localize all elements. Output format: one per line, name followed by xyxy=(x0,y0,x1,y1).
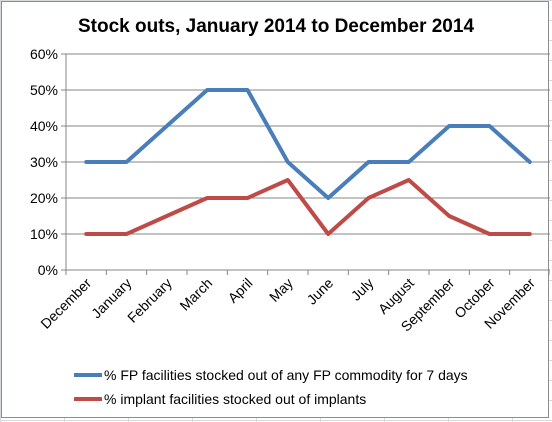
x-tick-label: April xyxy=(224,275,255,306)
y-tick-label: 50% xyxy=(30,82,58,98)
x-tick-label: December xyxy=(37,275,94,332)
x-tick-label: May xyxy=(266,275,296,305)
tick-labels: 0%10%20%30%40%50%60%DecemberJanuaryFebru… xyxy=(30,46,538,335)
x-tick-label: February xyxy=(124,275,175,326)
y-tick-label: 0% xyxy=(38,262,58,278)
series-line-2 xyxy=(86,180,530,234)
x-tick-label: March xyxy=(176,275,215,314)
y-tick-label: 40% xyxy=(30,118,58,134)
x-tick-label: June xyxy=(304,275,337,308)
y-tick-label: 60% xyxy=(30,46,58,62)
legend: % FP facilities stocked out of any FP co… xyxy=(74,367,468,407)
y-tick-label: 20% xyxy=(30,190,58,206)
y-tick-label: 10% xyxy=(30,226,58,242)
y-tick-label: 30% xyxy=(30,154,58,170)
legend-label-1: % FP facilities stocked out of any FP co… xyxy=(104,367,468,383)
axes xyxy=(61,54,550,275)
x-tick-label: July xyxy=(348,275,377,304)
legend-label-2: % implant facilities stocked out of impl… xyxy=(104,391,366,407)
series-line-1 xyxy=(86,90,530,198)
